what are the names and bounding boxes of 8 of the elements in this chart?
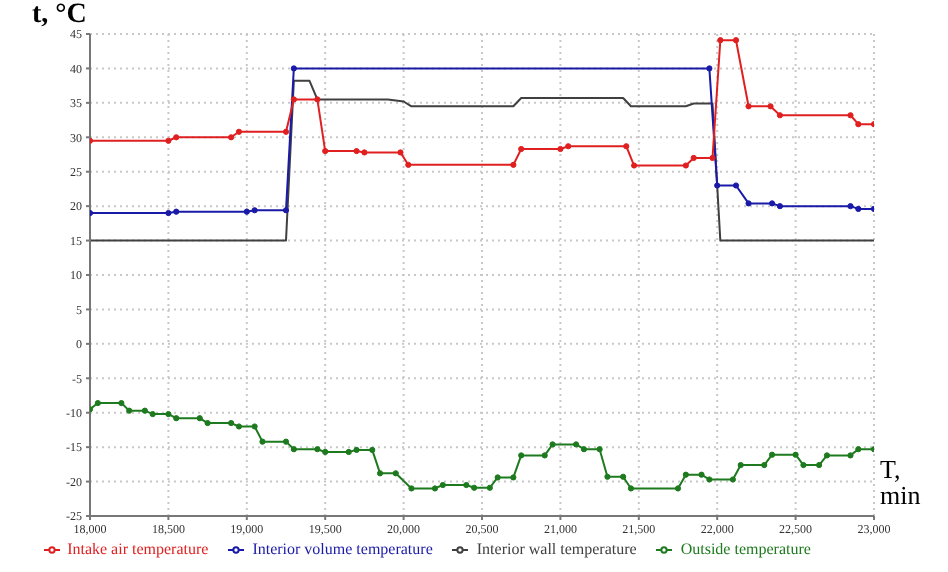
line-series: [90, 65, 874, 217]
legend-label: Outside temperature: [680, 540, 811, 558]
line-series: [90, 79, 874, 242]
legend-label: Interior wall temperature: [476, 540, 637, 558]
x-axis-title: T, min: [880, 454, 923, 510]
legend-label: Interior volume temperature: [252, 540, 433, 558]
y-axis-title: t, °C: [32, 0, 87, 30]
legend-label: Intake air temperature: [67, 540, 209, 558]
